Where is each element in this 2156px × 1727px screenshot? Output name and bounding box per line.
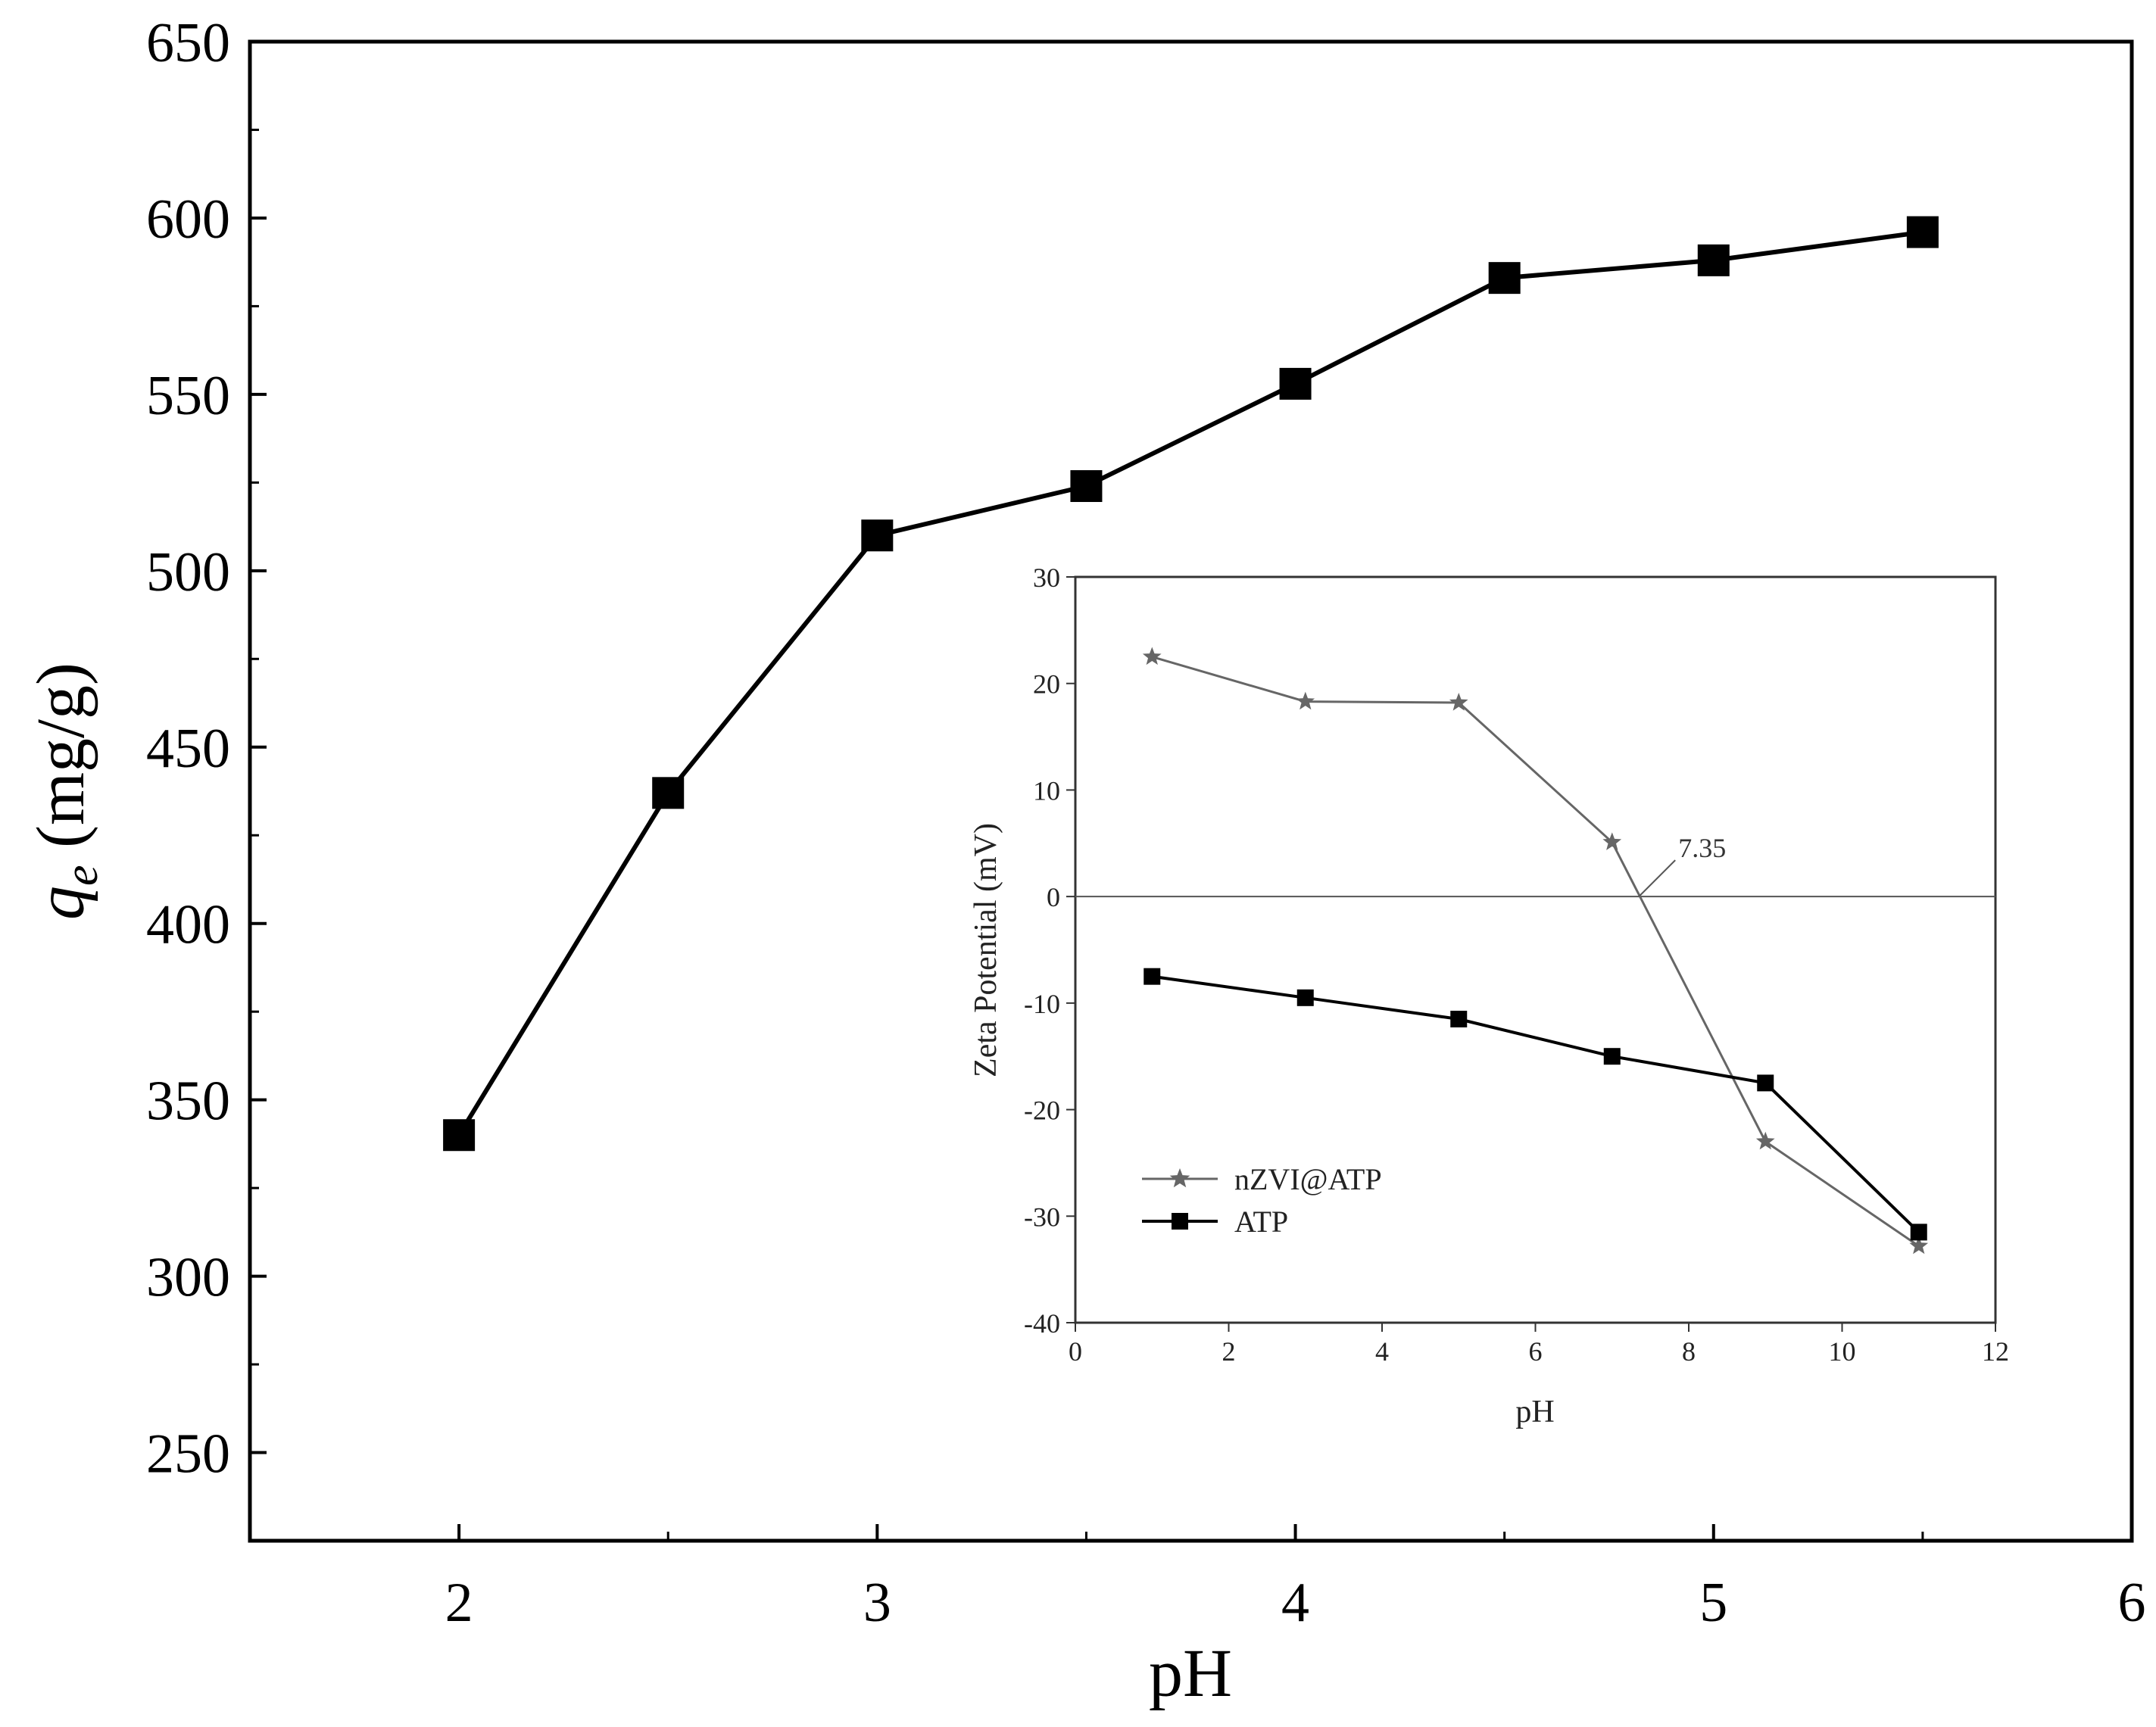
inset-background [1075, 577, 1995, 1323]
inset-y-tick-label: -40 [1024, 1308, 1060, 1339]
inset-series-line [1152, 974, 1920, 1233]
inset-data-point-star [1755, 1131, 1775, 1150]
inset-y-tick-label: 0 [1047, 882, 1060, 912]
main-y-tick-label: 300 [146, 1247, 230, 1309]
inset-x-tick-label: 10 [1829, 1336, 1856, 1367]
inset-x-tick-label: 0 [1069, 1336, 1082, 1367]
main-y-tick-label: 600 [146, 189, 230, 251]
main-y-tick-label: 500 [146, 541, 230, 603]
inset-y-tick-label: -10 [1024, 989, 1060, 1019]
main-y-axis-symbol: q [23, 886, 98, 920]
main-series-line [457, 229, 1924, 1136]
main-y-axis-subscript: e [56, 865, 108, 886]
main-x-axis-title: pH [1149, 1636, 1232, 1711]
main-y-axis-unit: (mg/g) [23, 662, 98, 865]
main-data-point [1906, 216, 1939, 248]
main-y-tick-label: 350 [146, 1071, 230, 1133]
inset-data-point-star [1296, 691, 1315, 710]
inset-axis-ticks: -40 -30 -20 -10 0 10 20 30 0 2 4 6 8 10 12 [1024, 563, 2009, 1367]
inset-y-axis-title: Zeta Potential (mV) [969, 823, 1003, 1077]
inset-x-tick-label: 8 [1682, 1336, 1696, 1367]
main-data-point [652, 777, 685, 809]
legend-label-nzvi: nZVI@ATP [1234, 1162, 1382, 1196]
inset-data-point-star [1602, 832, 1622, 850]
inset-data-point-star [1909, 1236, 1929, 1255]
main-x-tick-label: 2 [445, 1572, 473, 1634]
inset-x-tick-label: 6 [1529, 1336, 1543, 1367]
inset-data-point-star [1449, 693, 1468, 711]
inset-y-tick-label: -30 [1024, 1202, 1060, 1232]
main-data-point [1279, 367, 1312, 400]
inset-y-tick-label: 30 [1033, 563, 1060, 593]
main-data-point [861, 519, 894, 552]
inset-x-axis-title: pH [1515, 1395, 1554, 1429]
inset-y-tick-label: 20 [1033, 669, 1060, 700]
inset-data-point-square [1450, 1010, 1468, 1027]
annotation-7-35: 7.35 [1678, 833, 1726, 863]
annotation-leader-line [1638, 859, 1676, 897]
main-y-tick-label: 650 [146, 12, 230, 74]
main-data-point [1070, 470, 1103, 503]
legend-marker-nzvi [1169, 1168, 1190, 1188]
main-data-point [1697, 244, 1730, 276]
main-plot-frame [248, 39, 2134, 1543]
inset-data-point-star [1142, 647, 1162, 666]
main-y-tick-label: 450 [146, 718, 230, 780]
main-y-axis-title: qe (mg/g) [23, 662, 108, 920]
main-x-tick-label: 5 [1699, 1572, 1727, 1634]
inset-data-point-square [1603, 1048, 1621, 1065]
main-data-point [443, 1119, 476, 1152]
legend-label-atp: ATP [1234, 1205, 1288, 1239]
inset-x-tick-label: 12 [1982, 1336, 2009, 1367]
inset-data-point-square [1296, 989, 1314, 1006]
main-data-point [1488, 262, 1521, 295]
main-y-tick-label: 400 [146, 894, 230, 956]
main-x-tick-label: 4 [1281, 1572, 1309, 1634]
main-series [443, 216, 1939, 1152]
inset-series [1142, 647, 1929, 1255]
inset-x-tick-label: 2 [1222, 1336, 1236, 1367]
inset-y-tick-label: -20 [1024, 1096, 1060, 1126]
main-x-tick-label: 6 [2118, 1572, 2146, 1634]
main-x-tick-label: 3 [863, 1572, 891, 1634]
inset-data-point-square [1144, 968, 1161, 985]
inset-data-point-square [1910, 1224, 1927, 1241]
inset-series-line [1151, 656, 1920, 1247]
inset-y-tick-label: 10 [1033, 775, 1060, 806]
inset-x-tick-label: 4 [1375, 1336, 1389, 1367]
main-y-tick-label: 250 [146, 1423, 230, 1485]
inset-legend: nZVI@ATP ATP [1142, 1162, 1382, 1239]
inset-chart: -40 -30 -20 -10 0 10 20 30 0 2 4 6 8 10 12 7.35 pH Zet… [969, 563, 2009, 1429]
inset-data-point-square [1757, 1074, 1774, 1092]
main-y-tick-label: 550 [146, 365, 230, 427]
legend-marker-atp [1172, 1213, 1188, 1230]
